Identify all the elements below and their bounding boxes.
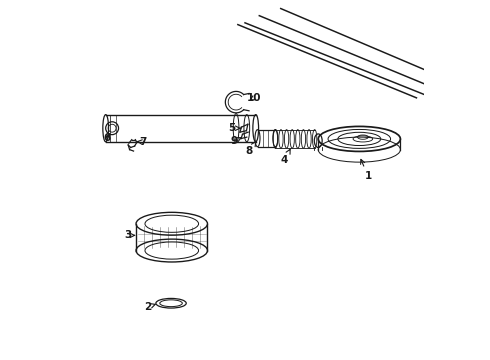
Text: 6: 6: [104, 133, 111, 143]
Text: 9: 9: [230, 136, 241, 147]
Text: 4: 4: [281, 149, 290, 165]
Text: 8: 8: [245, 141, 256, 157]
Text: 2: 2: [144, 302, 155, 312]
Text: 10: 10: [246, 93, 261, 103]
Text: 5: 5: [228, 123, 241, 133]
Text: 1: 1: [361, 159, 372, 181]
Text: 7: 7: [137, 137, 147, 147]
Text: 3: 3: [124, 230, 135, 240]
